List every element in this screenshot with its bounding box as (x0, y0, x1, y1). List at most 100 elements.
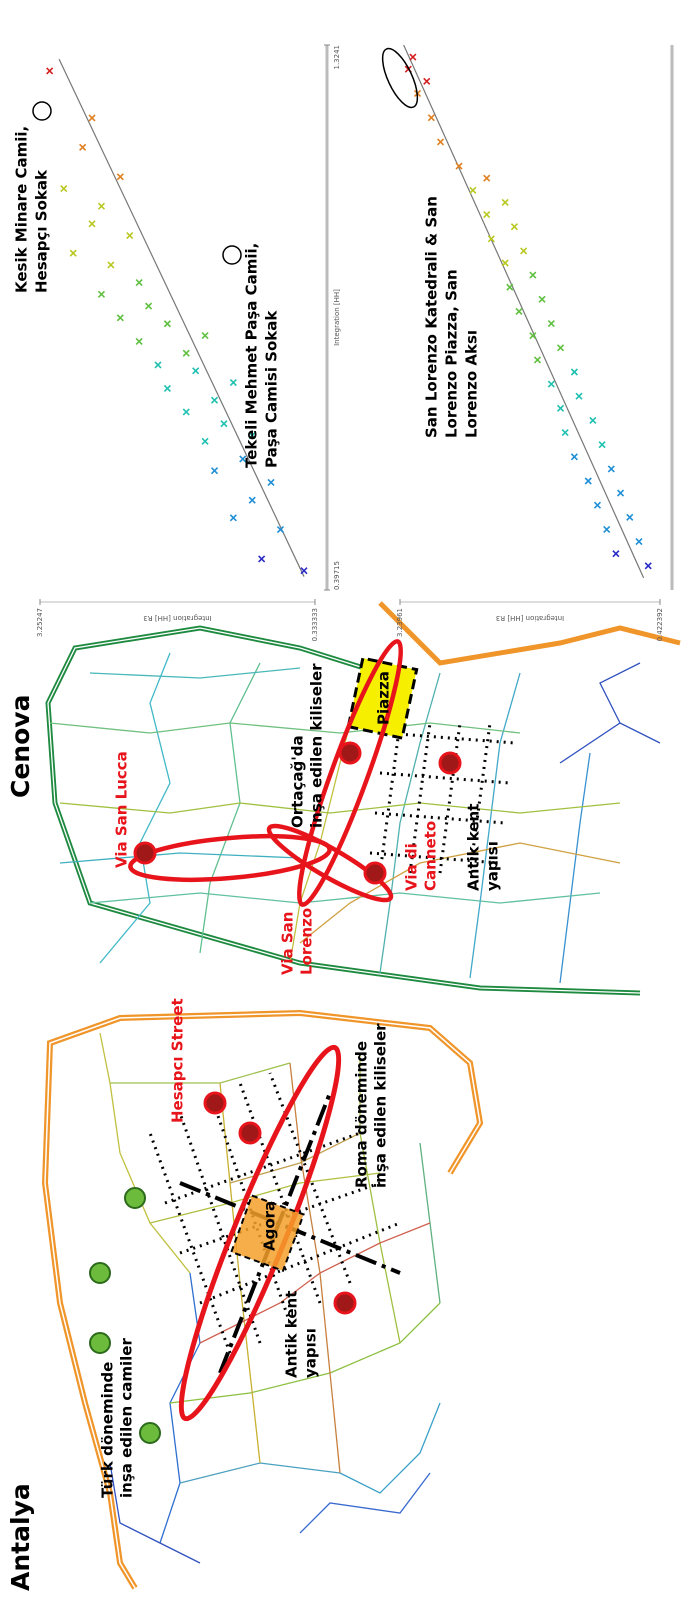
waterfront (380, 603, 680, 663)
point (502, 260, 508, 266)
point (117, 174, 123, 180)
point (470, 187, 476, 193)
point (613, 551, 619, 557)
annotation: Kesik Minare Camii, (13, 126, 31, 293)
church (440, 753, 460, 773)
point (562, 430, 568, 436)
y-axis-title: Integration [HH] R3 (496, 614, 564, 622)
point (249, 497, 255, 503)
annotation: Tekeli Mehmet Paşa Camii, (243, 243, 261, 468)
mosque (90, 1333, 110, 1353)
point (594, 502, 600, 508)
church (365, 863, 385, 883)
street (60, 853, 300, 863)
point (599, 442, 605, 448)
street (560, 663, 660, 763)
point (645, 563, 651, 569)
point (521, 248, 527, 254)
point (484, 175, 490, 181)
point (571, 454, 577, 460)
point (89, 115, 95, 121)
antalya-map (45, 1013, 480, 1588)
map-label: Lorenzo (298, 908, 316, 975)
map-label: yapısı (484, 841, 502, 891)
map-label: yapısı (302, 1328, 320, 1378)
point (136, 338, 142, 344)
point (164, 385, 170, 391)
point (47, 68, 53, 74)
point (70, 250, 76, 256)
point (636, 539, 642, 545)
map-title: Cenova (6, 695, 35, 798)
point (193, 368, 199, 374)
point (127, 233, 133, 239)
street (110, 1063, 290, 1083)
map-label: Ortaçağ'da (289, 735, 307, 828)
point (202, 438, 208, 444)
figure: Antalya Türk dönemindeinşa edilen camiler… (0, 0, 690, 1603)
map-title: Antalya (6, 1483, 35, 1591)
point (212, 397, 218, 403)
street (50, 723, 520, 733)
point (117, 315, 123, 321)
map-label: Piazza (375, 671, 393, 725)
point (530, 272, 536, 278)
street (60, 803, 620, 813)
y-axis-title: Integration [HH] R3 (143, 614, 211, 622)
point (558, 405, 564, 411)
point (516, 308, 522, 314)
x-axis-title: Integration [HH] (333, 289, 341, 346)
point (548, 381, 554, 387)
point (230, 380, 236, 386)
point (183, 409, 189, 415)
mosque (125, 1188, 145, 1208)
boundary (45, 1013, 480, 1588)
map-label: Antik kent (465, 804, 483, 891)
map-label: inşa edilen kiliseler (308, 663, 326, 828)
point (604, 526, 610, 532)
church (135, 843, 155, 863)
map-label: Canneto (422, 821, 440, 891)
mosque (140, 1423, 160, 1443)
map-label: Via San (279, 912, 297, 975)
map-label: inşa edilen camiler (118, 1338, 136, 1498)
point (428, 115, 434, 121)
map-label: Roma döneminde (353, 1041, 371, 1188)
point (155, 362, 161, 368)
point (571, 369, 577, 375)
point (230, 515, 236, 521)
point (301, 568, 307, 574)
x-tick-label: 0.39715 (333, 561, 341, 590)
map-label: Hesapcı Street (169, 998, 187, 1123)
map-label: inşa edilen kiliseler (372, 1023, 390, 1188)
point (484, 212, 490, 218)
point (98, 291, 104, 297)
street (90, 893, 600, 903)
street (300, 1473, 430, 1533)
point (212, 468, 218, 474)
point (576, 393, 582, 399)
x-tick-label: 1.3241 (333, 45, 341, 70)
point (585, 478, 591, 484)
point (61, 186, 67, 192)
point (183, 350, 189, 356)
point (146, 303, 152, 309)
point (511, 224, 517, 230)
annotation: San Lorenzo Katedrali & San (423, 196, 441, 438)
highlight-ellipse (376, 44, 425, 112)
point (108, 262, 114, 268)
point (608, 466, 614, 472)
annotation: Lorenzo Piazza, San (443, 269, 461, 438)
point (534, 357, 540, 363)
street (180, 1463, 340, 1483)
map-label: Agora (261, 1201, 279, 1251)
point (618, 490, 624, 496)
point (438, 139, 444, 145)
map-label: Türk döneminde (99, 1362, 117, 1498)
church (240, 1123, 260, 1143)
y-tick-label: 0.333333 (311, 608, 319, 641)
point (548, 321, 554, 327)
point (507, 284, 513, 290)
point (410, 54, 416, 60)
